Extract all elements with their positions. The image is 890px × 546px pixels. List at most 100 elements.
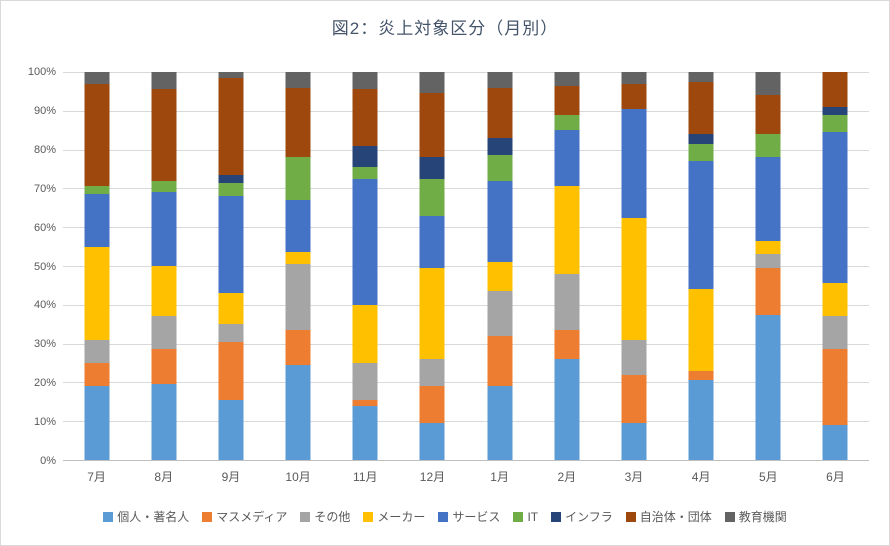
bar-segment-インフラ[interactable] <box>487 137 513 156</box>
bar-segment-メーカー[interactable] <box>419 267 445 360</box>
bar-segment-教育機関[interactable] <box>84 72 110 84</box>
bar-segment-個人・著名人[interactable] <box>487 386 513 460</box>
bar-segment-自治体・団体[interactable] <box>218 77 244 175</box>
bar-segment-インフラ[interactable] <box>419 157 445 179</box>
legend-item-サービス[interactable]: サービス <box>438 508 500 525</box>
stacked-bar-1月[interactable] <box>487 72 513 460</box>
bar-segment-個人・著名人[interactable] <box>84 386 110 460</box>
bar-segment-その他[interactable] <box>84 339 110 363</box>
bar-segment-インフラ[interactable] <box>352 145 378 168</box>
bar-segment-IT[interactable] <box>151 180 177 193</box>
bar-segment-自治体・団体[interactable] <box>755 95 781 135</box>
stacked-bar-9月[interactable] <box>218 72 244 460</box>
bar-segment-サービス[interactable] <box>822 132 848 284</box>
legend-item-自治体・団体[interactable]: 自治体・団体 <box>625 508 712 525</box>
bar-segment-マスメディア[interactable] <box>822 349 848 426</box>
legend-item-教育機関[interactable]: 教育機関 <box>724 508 787 525</box>
bar-segment-教育機関[interactable] <box>554 72 580 86</box>
bar-segment-IT[interactable] <box>352 167 378 179</box>
legend-item-インフラ[interactable]: インフラ <box>551 508 613 525</box>
stacked-bar-10月[interactable] <box>285 72 311 460</box>
bar-segment-サービス[interactable] <box>487 180 513 263</box>
bar-segment-マスメディア[interactable] <box>218 341 244 400</box>
bar-segment-教育機関[interactable] <box>218 72 244 78</box>
bar-segment-その他[interactable] <box>419 359 445 387</box>
bar-segment-自治体・団体[interactable] <box>487 87 513 138</box>
bar-segment-IT[interactable] <box>755 134 781 158</box>
legend-item-その他[interactable]: その他 <box>300 508 350 525</box>
bar-segment-自治体・団体[interactable] <box>84 83 110 187</box>
bar-segment-教育機関[interactable] <box>487 72 513 88</box>
stacked-bar-3月[interactable] <box>621 72 647 460</box>
bar-segment-サービス[interactable] <box>755 157 781 241</box>
bar-segment-IT[interactable] <box>419 178 445 216</box>
bar-segment-サービス[interactable] <box>688 161 714 290</box>
bar-segment-教育機関[interactable] <box>352 72 378 90</box>
bar-segment-その他[interactable] <box>621 339 647 375</box>
bar-segment-マスメディア[interactable] <box>151 349 177 385</box>
bar-segment-その他[interactable] <box>755 254 781 268</box>
bar-segment-IT[interactable] <box>822 114 848 133</box>
bar-segment-サービス[interactable] <box>621 108 647 218</box>
bar-segment-自治体・団体[interactable] <box>554 85 580 115</box>
bar-segment-マスメディア[interactable] <box>285 330 311 365</box>
bar-segment-個人・著名人[interactable] <box>419 423 445 460</box>
bar-segment-サービス[interactable] <box>419 215 445 268</box>
bar-segment-自治体・団体[interactable] <box>285 87 311 158</box>
bar-segment-マスメディア[interactable] <box>487 335 513 387</box>
bar-segment-自治体・団体[interactable] <box>621 83 647 109</box>
bar-segment-その他[interactable] <box>554 273 580 331</box>
bar-segment-メーカー[interactable] <box>352 304 378 363</box>
bar-segment-マスメディア[interactable] <box>621 374 647 424</box>
bar-segment-教育機関[interactable] <box>419 72 445 94</box>
bar-segment-個人・著名人[interactable] <box>554 359 580 460</box>
bar-segment-個人・著名人[interactable] <box>755 314 781 460</box>
bar-segment-個人・著名人[interactable] <box>352 405 378 460</box>
legend-item-マスメディア[interactable]: マスメディア <box>202 508 287 525</box>
bar-segment-サービス[interactable] <box>285 200 311 253</box>
stacked-bar-8月[interactable] <box>151 72 177 460</box>
bar-segment-その他[interactable] <box>218 324 244 342</box>
bar-segment-メーカー[interactable] <box>554 186 580 274</box>
bar-segment-その他[interactable] <box>285 264 311 331</box>
bar-segment-メーカー[interactable] <box>621 217 647 340</box>
legend-item-個人・著名人[interactable]: 個人・著名人 <box>103 508 189 525</box>
bar-segment-その他[interactable] <box>151 316 177 350</box>
stacked-bar-2月[interactable] <box>554 72 580 460</box>
bar-segment-教育機関[interactable] <box>688 72 714 82</box>
bar-segment-個人・著名人[interactable] <box>822 425 848 460</box>
bar-segment-IT[interactable] <box>688 143 714 162</box>
bar-segment-サービス[interactable] <box>218 196 244 294</box>
bar-segment-その他[interactable] <box>352 363 378 400</box>
bar-segment-インフラ[interactable] <box>688 134 714 144</box>
bar-segment-自治体・団体[interactable] <box>352 89 378 146</box>
bar-segment-IT[interactable] <box>218 182 244 197</box>
bar-segment-自治体・団体[interactable] <box>151 89 177 181</box>
bar-segment-教育機関[interactable] <box>151 72 177 90</box>
bar-segment-その他[interactable] <box>487 291 513 336</box>
bar-segment-自治体・団体[interactable] <box>688 81 714 135</box>
bar-segment-教育機関[interactable] <box>285 72 311 88</box>
legend-item-メーカー[interactable]: メーカー <box>363 508 425 525</box>
stacked-bar-4月[interactable] <box>688 72 714 460</box>
bar-segment-マスメディア[interactable] <box>688 370 714 381</box>
stacked-bar-7月[interactable] <box>84 72 110 460</box>
bar-segment-自治体・団体[interactable] <box>822 72 848 107</box>
bar-segment-マスメディア[interactable] <box>419 386 445 424</box>
bar-segment-IT[interactable] <box>554 114 580 131</box>
bar-segment-メーカー[interactable] <box>151 266 177 317</box>
bar-segment-サービス[interactable] <box>84 194 110 247</box>
stacked-bar-11月[interactable] <box>352 72 378 460</box>
stacked-bar-5月[interactable] <box>755 72 781 460</box>
bar-segment-個人・著名人[interactable] <box>218 399 244 460</box>
legend-item-IT[interactable]: IT <box>513 510 538 524</box>
bar-segment-メーカー[interactable] <box>688 289 714 371</box>
bar-segment-個人・著名人[interactable] <box>285 364 311 460</box>
bar-segment-サービス[interactable] <box>352 178 378 305</box>
bar-segment-教育機関[interactable] <box>621 72 647 84</box>
bar-segment-メーカー[interactable] <box>487 262 513 292</box>
bar-segment-サービス[interactable] <box>554 130 580 187</box>
bar-segment-マスメディア[interactable] <box>84 363 110 387</box>
bar-segment-個人・著名人[interactable] <box>621 423 647 460</box>
bar-segment-自治体・団体[interactable] <box>419 93 445 158</box>
